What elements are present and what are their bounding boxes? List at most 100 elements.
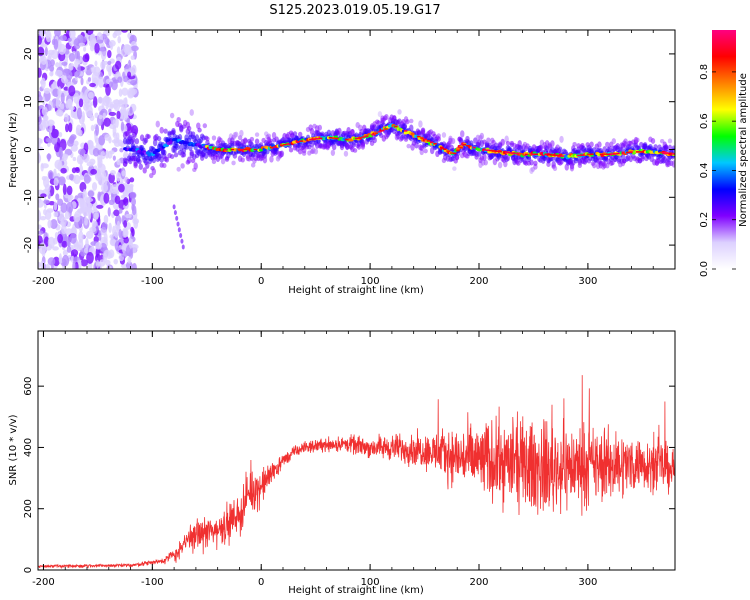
- spectrogram-cell: [580, 154, 584, 156]
- spectrogram-cell: [262, 156, 268, 164]
- spectrogram-cell: [482, 153, 487, 162]
- spectrogram-cell: [38, 114, 42, 125]
- spectrogram-cell: [96, 39, 104, 44]
- spectrogram-cell: [43, 236, 50, 247]
- spectrogram-cell: [318, 137, 323, 140]
- spectrogram-cell: [351, 142, 356, 148]
- spectrogram-ylabel: Frequency (Hz): [8, 112, 19, 188]
- spectrogram-cell: [405, 119, 410, 125]
- spectrogram-cell: [40, 77, 46, 89]
- snr-ytick-label: 0: [23, 567, 34, 573]
- spectrogram-cell: [495, 150, 499, 153]
- spectrogram-cell: [176, 116, 181, 123]
- spectrogram-cell: [175, 143, 180, 151]
- spectrogram-cell: [176, 221, 180, 227]
- spectrogram-cell: [361, 136, 365, 138]
- spectrogram-cell: [38, 151, 41, 163]
- spectrogram-cell: [122, 243, 126, 254]
- snr-ytick-label: 600: [23, 377, 34, 396]
- spectrogram-cell: [269, 155, 274, 163]
- spectrogram-cell: [668, 152, 672, 155]
- spectrogram-cell: [460, 130, 465, 138]
- spectrogram-cell: [142, 167, 147, 174]
- spectrogram-cell: [130, 45, 139, 52]
- colorbar-gradient: [712, 30, 736, 269]
- spectrogram-cell: [73, 140, 79, 147]
- spectrogram-cell: [77, 148, 86, 155]
- spectrogram-cell: [123, 97, 128, 104]
- spectrogram-cell: [76, 197, 85, 203]
- spectrogram-cell: [658, 151, 663, 154]
- spectrogram-cell: [54, 30, 61, 37]
- spectrogram-cell: [572, 141, 577, 147]
- spectrogram-cell: [60, 92, 65, 104]
- spectrogram-cell: [402, 122, 407, 131]
- spectrogram-cell: [123, 196, 129, 206]
- spectrogram-cell: [55, 109, 64, 117]
- spectrogram-cell: [94, 60, 98, 67]
- spectrogram-cell: [73, 241, 79, 250]
- spectrogram-xtick-label: -100: [141, 276, 164, 287]
- spectrogram-xtick-label: -200: [32, 276, 55, 287]
- spectrogram-cell: [115, 132, 120, 141]
- spectrogram-cell: [102, 112, 107, 119]
- spectrogram-cell: [640, 155, 645, 162]
- spectrogram-cell: [254, 138, 260, 145]
- spectrogram-cell: [132, 131, 137, 138]
- spectrogram-cell: [129, 184, 134, 194]
- spectrogram-cell: [352, 148, 358, 153]
- spectrogram-cell: [273, 146, 277, 148]
- spectrogram-cell: [196, 122, 201, 130]
- spectrogram-cell: [452, 152, 457, 155]
- spectrogram-cell: [671, 153, 675, 155]
- spectrogram-cell: [120, 263, 128, 269]
- spectrogram-cell: [430, 141, 434, 144]
- spectrogram-cell: [500, 138, 505, 146]
- spectrogram-cell: [87, 91, 94, 99]
- spectrogram-cell: [233, 131, 239, 138]
- spectrogram-cell: [249, 136, 255, 142]
- spectrogram-cell: [112, 99, 121, 105]
- spectrogram-cell: [169, 112, 175, 119]
- snr-xtick-label: 100: [361, 577, 380, 588]
- spectrogram-cell: [132, 262, 137, 269]
- spectrogram-cell: [85, 230, 94, 239]
- spectrogram-cell: [130, 55, 135, 61]
- spectrogram-cell: [41, 106, 48, 117]
- spectrogram-cell: [40, 43, 48, 48]
- spectrogram-cell: [77, 64, 81, 76]
- spectrogram-cell: [381, 129, 385, 132]
- spectrogram-cell: [486, 137, 491, 143]
- spectrogram-cell: [250, 162, 256, 168]
- spectrogram-cell: [377, 111, 383, 118]
- spectrogram-cell: [164, 156, 170, 163]
- spectrogram-cell: [60, 202, 68, 214]
- spectrogram-cell: [91, 71, 100, 84]
- spectrogram-cell: [120, 121, 125, 132]
- spectrogram-cell: [60, 103, 65, 110]
- spectrogram-cell: [129, 177, 135, 183]
- spectrogram-cell: [254, 132, 260, 137]
- spectrogram-cell: [38, 261, 41, 269]
- spectrogram-cell: [345, 138, 349, 141]
- spectrogram-cell: [80, 259, 88, 267]
- spectrogram-cell: [117, 35, 122, 44]
- spectrogram-cell: [205, 136, 210, 142]
- spectrogram-cell: [60, 216, 67, 228]
- spectrogram-cell: [108, 222, 112, 234]
- spectrogram-cell: [112, 155, 116, 161]
- spectrogram-cell: [55, 62, 60, 68]
- spectrogram-xtick-label: 100: [361, 276, 380, 287]
- spectrogram-cell: [231, 160, 236, 166]
- spectrogram-cell: [130, 226, 134, 233]
- spectrogram-cell: [66, 246, 72, 253]
- spectrogram-cell: [92, 147, 100, 157]
- spectrogram-cell: [163, 128, 168, 134]
- spectrogram-cell: [533, 160, 538, 166]
- spectrogram-cell: [66, 70, 73, 81]
- spectrogram-cell: [377, 131, 382, 133]
- spectrogram-cell: [492, 150, 496, 152]
- spectrogram-cell: [544, 153, 548, 156]
- spectrogram-cell: [286, 143, 290, 145]
- spectrogram-cell: [418, 120, 423, 128]
